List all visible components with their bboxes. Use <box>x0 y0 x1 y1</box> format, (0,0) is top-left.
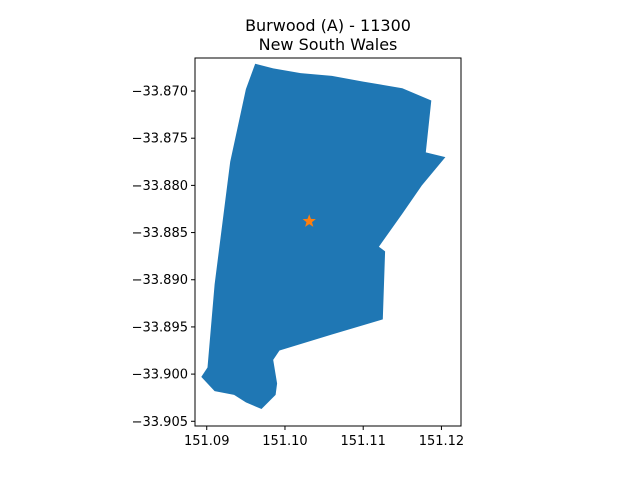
region-layer <box>201 63 446 409</box>
x-tick-label: 151.09 <box>184 434 230 449</box>
y-tick-label: −33.880 <box>132 179 188 194</box>
y-tick-label: −33.890 <box>132 273 188 288</box>
map-subtitle: New South Wales <box>258 35 398 54</box>
y-tick-label: −33.900 <box>132 368 188 383</box>
y-tick-label: −33.885 <box>132 226 188 241</box>
region-polygon <box>201 63 446 409</box>
x-tick-label: 151.10 <box>262 434 308 449</box>
x-tick-label: 151.12 <box>419 434 465 449</box>
y-tick-label: −33.875 <box>132 132 188 147</box>
map-title: Burwood (A) - 11300 <box>245 16 411 35</box>
centroid-star-marker <box>302 214 316 227</box>
marker-layer <box>302 214 316 227</box>
y-tick-label: −33.895 <box>132 320 188 335</box>
x-tick-label: 151.11 <box>340 434 386 449</box>
y-tick-label: −33.905 <box>132 415 188 430</box>
axes-layer: 151.09 151.10 151.11 151.12 −33.870 −33.875 −3… <box>132 57 465 449</box>
y-tick-label: −33.870 <box>132 85 188 100</box>
axes-frame <box>194 57 462 427</box>
